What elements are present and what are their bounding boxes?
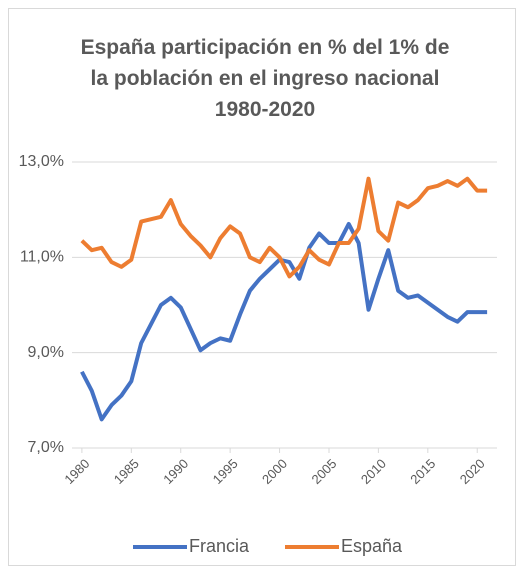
y-tick-label: 13,0% [19, 153, 64, 170]
legend-label: España [341, 536, 403, 556]
x-tick-label: 1980 [61, 456, 92, 487]
x-tick-label: 2010 [358, 456, 389, 487]
x-tick-label: 2005 [308, 456, 339, 487]
x-tick-label: 1995 [210, 456, 241, 487]
x-tick-label: 1990 [160, 456, 191, 487]
x-tick-label: 2020 [457, 456, 488, 487]
y-tick-label: 7,0% [28, 439, 64, 456]
y-tick-label: 11,0% [20, 249, 64, 266]
legend-label: Francia [189, 536, 250, 556]
chart-title: España participación en % del 1% de la p… [80, 36, 450, 121]
y-tick-label: 9,0% [28, 344, 64, 361]
chart-frame [8, 8, 516, 566]
line-series [80, 176, 488, 279]
line-series [80, 221, 488, 422]
x-tick-label: 1985 [111, 456, 142, 487]
x-tick-label: 2015 [407, 456, 438, 487]
x-tick-label: 2000 [259, 456, 290, 487]
